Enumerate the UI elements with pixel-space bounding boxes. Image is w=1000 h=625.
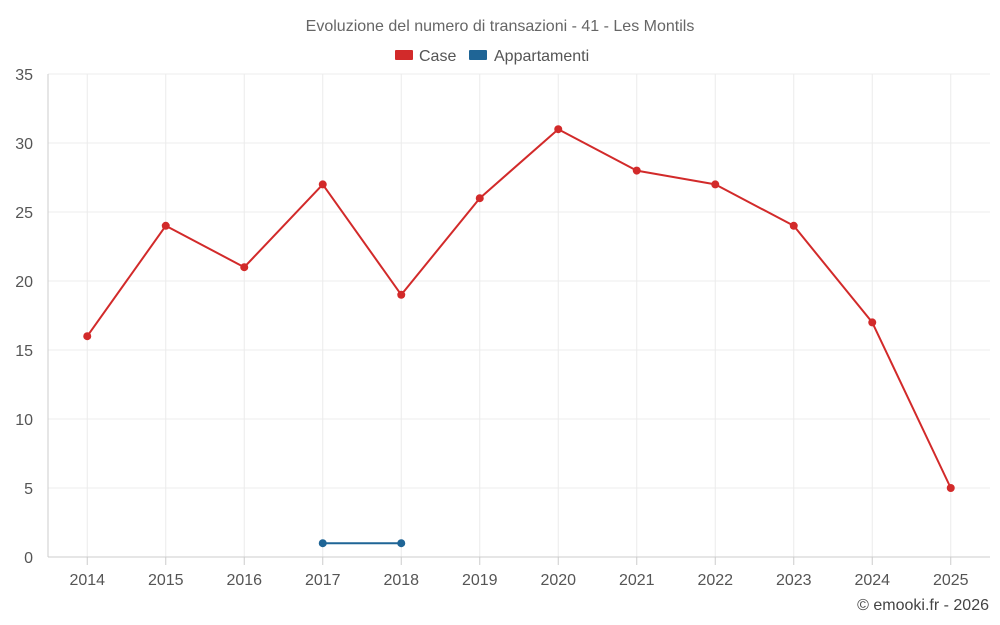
- y-tick-label-25: 25: [15, 205, 33, 222]
- grid: [48, 73, 990, 557]
- data-point-case-2020[interactable]: [554, 125, 563, 134]
- x-tick-label-2015: 2015: [148, 572, 184, 589]
- series: [83, 125, 955, 548]
- data-point-case-2021[interactable]: [632, 166, 641, 175]
- data-point-case-2014[interactable]: [83, 332, 92, 341]
- y-tick-label-10: 10: [15, 412, 33, 429]
- data-point-appartamenti-2018[interactable]: [397, 539, 406, 548]
- chart-title: Evoluzione del numero di transazioni - 4…: [306, 18, 695, 35]
- x-tick-label-2019: 2019: [462, 572, 498, 589]
- y-axis-ticks: 0 5 10 15 20 25 30 35: [15, 67, 33, 567]
- x-tick-label-2018: 2018: [383, 572, 419, 589]
- data-point-case-2017[interactable]: [318, 180, 327, 189]
- legend-swatch-appartamenti: [469, 50, 487, 60]
- x-tick-label-2017: 2017: [305, 572, 341, 589]
- series-case: [83, 125, 955, 492]
- x-axis-ticks: 2014 2015 2016 2017 2018 2019 2020 2021 2022 2023…: [69, 572, 968, 589]
- series-line-case: [86, 128, 952, 489]
- x-tick-label-2025: 2025: [933, 572, 969, 589]
- series-appartamenti: [318, 539, 406, 548]
- legend: Case Appartamenti: [395, 48, 589, 65]
- data-point-case-2015[interactable]: [161, 221, 170, 230]
- legend-item-case[interactable]: Case: [395, 48, 456, 65]
- y-tick-label-15: 15: [15, 343, 33, 360]
- x-tick-label-2022: 2022: [697, 572, 733, 589]
- credit-text: © emooki.fr - 2026: [857, 597, 989, 614]
- x-tick-label-2020: 2020: [540, 572, 576, 589]
- y-tick-label-35: 35: [15, 67, 33, 84]
- y-tick-label-30: 30: [15, 136, 33, 153]
- x-tick-label-2023: 2023: [776, 572, 812, 589]
- legend-swatch-case: [395, 50, 413, 60]
- data-point-appartamenti-2017[interactable]: [318, 539, 327, 548]
- y-tick-label-20: 20: [15, 274, 33, 291]
- legend-item-appartamenti[interactable]: Appartamenti: [469, 48, 589, 65]
- x-tick-label-2021: 2021: [619, 572, 655, 589]
- legend-label-appartamenti: Appartamenti: [494, 48, 589, 65]
- x-tick-label-2014: 2014: [69, 572, 105, 589]
- axes: [47, 74, 990, 565]
- data-point-case-2024[interactable]: [868, 318, 877, 327]
- y-tick-label-5: 5: [24, 481, 33, 498]
- y-tick-label-0: 0: [24, 550, 33, 567]
- data-point-case-2018[interactable]: [397, 290, 406, 299]
- data-point-case-2019[interactable]: [475, 194, 484, 203]
- data-point-case-2025[interactable]: [946, 484, 955, 492]
- legend-label-case: Case: [419, 48, 456, 65]
- data-point-case-2016[interactable]: [240, 263, 249, 272]
- x-tick-label-2024: 2024: [854, 572, 890, 589]
- x-tick-label-2016: 2016: [226, 572, 262, 589]
- data-point-case-2023[interactable]: [789, 221, 798, 230]
- data-point-case-2022[interactable]: [711, 180, 720, 189]
